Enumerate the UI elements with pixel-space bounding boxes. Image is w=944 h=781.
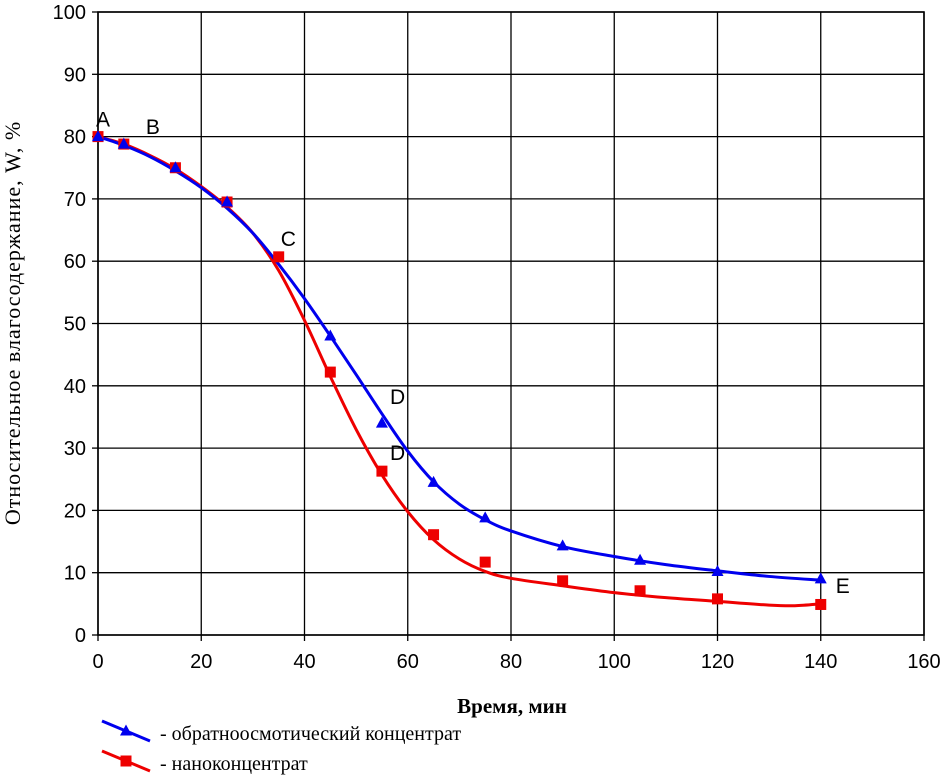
y-axis: 0 10 20 30 40 50 60 70 80 90 100 xyxy=(53,2,98,647)
series-line xyxy=(97,135,821,608)
data-point-triangle xyxy=(427,475,440,487)
grid xyxy=(97,11,925,636)
point-label: D xyxy=(390,442,405,465)
point-annotations: A B C D D E xyxy=(96,109,850,598)
x-tick-label: 160 xyxy=(907,651,940,673)
data-point-triangle xyxy=(169,161,182,173)
y-axis-label: Относительное влагосодержание, W, % xyxy=(0,121,25,525)
x-tick-label: 80 xyxy=(500,651,522,673)
data-point-triangle xyxy=(556,539,569,551)
data-point-triangle xyxy=(711,564,724,576)
data-point-triangle xyxy=(814,572,827,584)
y-tick-label: 90 xyxy=(64,64,86,86)
point-label: C xyxy=(281,228,296,251)
data-point-triangle xyxy=(92,130,104,142)
x-axis-label: Время, мин xyxy=(457,694,567,718)
point-label: B xyxy=(146,116,160,139)
point-label: D xyxy=(390,386,405,409)
series-nano xyxy=(97,135,821,608)
plot-area xyxy=(92,130,827,610)
data-point-square xyxy=(712,593,723,605)
point-label: E xyxy=(836,575,850,598)
y-tick-label: 50 xyxy=(64,314,86,336)
data-point-square xyxy=(273,251,285,263)
point-label: A xyxy=(96,109,110,132)
x-tick-label: 60 xyxy=(397,651,419,673)
y-tick-label: 80 xyxy=(64,127,86,149)
data-point-triangle xyxy=(634,553,647,565)
data-point-square xyxy=(815,598,827,610)
data-point-triangle xyxy=(375,416,388,428)
data-point-triangle xyxy=(221,195,234,207)
data-point-square xyxy=(557,575,569,587)
legend-label: - обратноосмотический концентрат xyxy=(160,723,461,745)
y-tick-label: 60 xyxy=(64,251,86,273)
y-tick-label: 20 xyxy=(64,500,86,522)
y-tick-label: 0 xyxy=(75,625,86,647)
x-tick-label: 20 xyxy=(190,651,212,673)
series-line xyxy=(97,135,821,582)
data-point-square xyxy=(634,585,646,597)
data-point-square xyxy=(376,465,388,477)
y-tick-label: 70 xyxy=(64,189,86,211)
x-tick-label: 140 xyxy=(804,651,837,673)
legend-marker xyxy=(120,755,132,767)
legend-item: - обратноосмотический концентрат xyxy=(101,719,461,745)
legend: - обратноосмотический концентрат - наноко… xyxy=(101,719,461,775)
data-point-triangle xyxy=(479,511,492,523)
data-point-square xyxy=(479,556,491,568)
y-tick-label: 100 xyxy=(53,2,86,24)
x-axis: 0 20 40 60 80 100 120 140 160 xyxy=(92,635,941,673)
data-point-square xyxy=(324,366,336,378)
data-point-triangle xyxy=(117,137,130,149)
y-tick-label: 40 xyxy=(64,376,86,398)
legend-item: - наноконцентрат xyxy=(101,749,308,775)
y-tick-label: 30 xyxy=(64,438,86,460)
x-tick-label: 100 xyxy=(598,651,631,673)
series-reverse-osmosis xyxy=(97,135,821,582)
data-point-square xyxy=(428,529,440,541)
x-tick-label: 120 xyxy=(701,651,734,673)
data-point-triangle xyxy=(324,329,337,341)
x-tick-label: 40 xyxy=(293,651,315,673)
legend-label: - наноконцентрат xyxy=(160,753,308,775)
y-tick-label: 10 xyxy=(64,563,86,585)
x-tick-label: 0 xyxy=(92,651,103,673)
legend-marker xyxy=(120,724,132,736)
